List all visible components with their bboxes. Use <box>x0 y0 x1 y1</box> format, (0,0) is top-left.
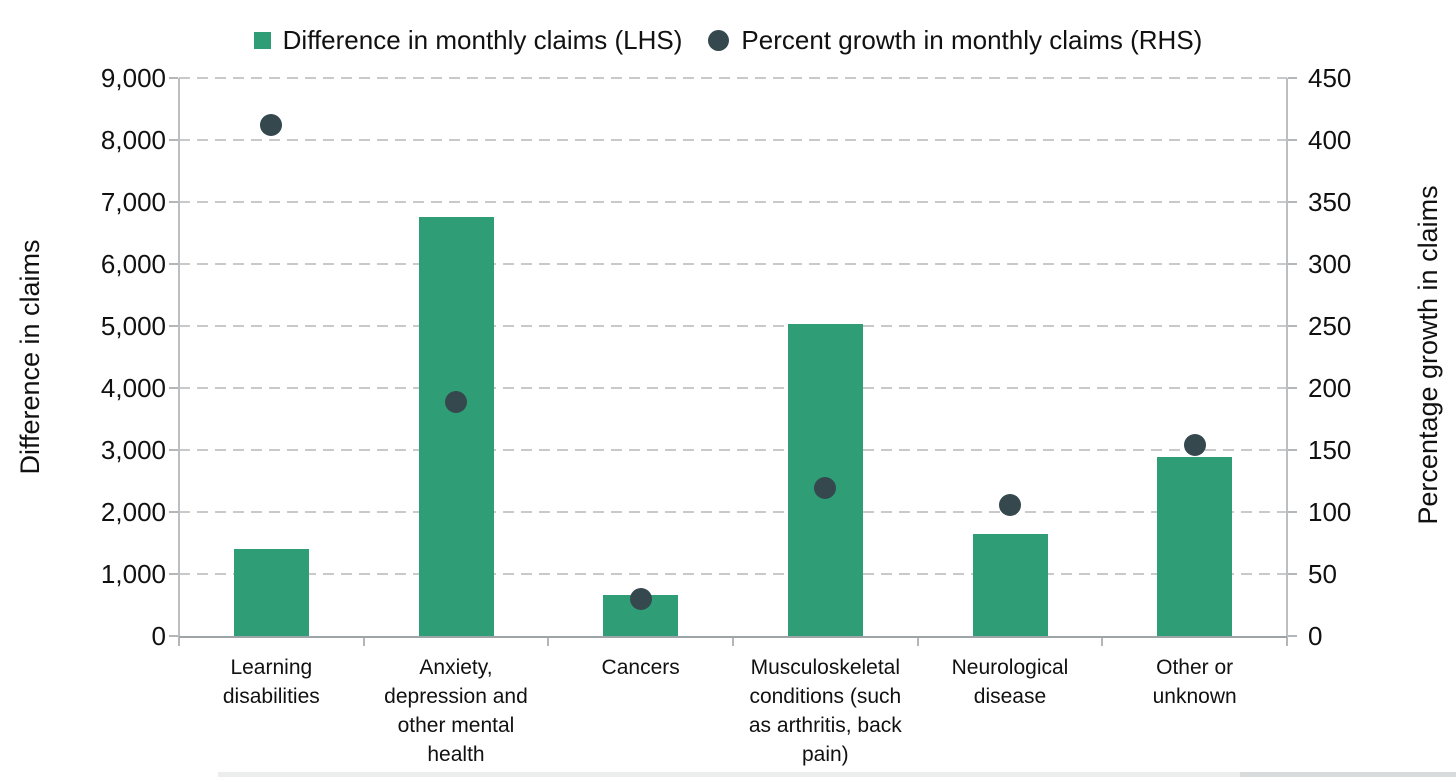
left-axis-tick <box>169 511 178 513</box>
y2-axis-tick-label: 300 <box>1308 249 1352 279</box>
right-axis-tick <box>1288 573 1297 575</box>
legend-square-marker <box>253 31 271 49</box>
gridline <box>179 139 1287 141</box>
legend-label-percent-growth: Percent growth in monthly claims (RHS) <box>741 25 1203 55</box>
y-axis-tick-label: 4,000 <box>100 373 166 403</box>
gridline <box>179 387 1287 389</box>
left-axis-tick <box>169 449 178 451</box>
y2-axis-tick-label: 150 <box>1308 435 1352 465</box>
x-axis-tick <box>178 638 180 646</box>
y2-axis-tick-label: 400 <box>1308 125 1352 155</box>
y-axis-tick-label: 7,000 <box>100 187 166 217</box>
left-axis-tick <box>169 573 178 575</box>
gridline <box>179 201 1287 203</box>
gridline <box>179 449 1287 451</box>
x-axis-tick <box>1101 638 1104 646</box>
right-axis-tick <box>1288 139 1297 141</box>
left-axis-line <box>178 78 180 644</box>
right-axis-line <box>1286 78 1288 644</box>
y2-axis-tick-label: 250 <box>1308 311 1352 341</box>
bar-difference-in-claims <box>418 216 494 636</box>
y-axis-tick-label: 6,000 <box>100 249 166 279</box>
left-axis-tick <box>169 635 178 637</box>
right-axis-title: Percentage growth in claims <box>1413 185 1443 525</box>
y-axis-tick-label: 1,000 <box>100 559 166 589</box>
y2-axis-tick-label: 450 <box>1308 63 1352 93</box>
y-axis-tick-label: 0 <box>151 621 166 651</box>
gridline <box>179 573 1287 575</box>
bar-difference-in-claims <box>233 549 309 636</box>
point-percent-growth <box>260 114 283 137</box>
right-axis-tick <box>1288 511 1297 513</box>
right-axis-tick <box>1288 387 1297 389</box>
left-axis-tick <box>169 263 178 265</box>
x-axis-line <box>179 636 1287 638</box>
x-axis-category-label: Neurological disease <box>951 656 1069 708</box>
legend-item-difference: Difference in monthly claims (LHS) <box>253 20 683 60</box>
y-axis-tick-label: 3,000 <box>100 435 166 465</box>
point-percent-growth <box>814 477 837 500</box>
x-axis-category-label: Learning disabilities <box>222 656 320 708</box>
x-axis-category-label: Other or unknown <box>1152 656 1237 708</box>
point-percent-growth <box>999 493 1021 516</box>
right-axis-tick <box>1288 263 1297 265</box>
point-percent-growth <box>1183 434 1206 457</box>
bottom-edge-strip <box>218 772 1456 777</box>
right-axis-tick <box>1288 77 1297 79</box>
left-axis-tick <box>169 77 178 79</box>
bar-difference-in-claims <box>1157 456 1233 636</box>
x-axis-category-label: Anxiety, depression and other mental hea… <box>384 656 528 766</box>
legend-label-difference: Difference in monthly claims (LHS) <box>282 25 683 55</box>
x-axis-tick <box>732 638 734 646</box>
y2-axis-tick-label: 200 <box>1308 373 1352 403</box>
x-axis-tick <box>547 638 550 646</box>
bar-difference-in-claims <box>972 533 1048 636</box>
legend-circle-marker <box>708 29 730 51</box>
left-axis-tick <box>169 325 178 327</box>
y-axis-tick-label: 9,000 <box>100 63 166 93</box>
point-percent-growth <box>445 390 467 413</box>
right-axis-tick <box>1288 449 1297 451</box>
x-axis-tick <box>362 638 365 646</box>
y2-axis-tick-label: 0 <box>1308 621 1323 651</box>
right-axis-tick <box>1288 325 1297 327</box>
legend-item-percent-growth: Percent growth in monthly claims (RHS) <box>708 20 1202 60</box>
x-axis-tick <box>916 638 919 646</box>
x-axis-category-label: Cancers <box>601 656 680 679</box>
gridline <box>179 325 1287 327</box>
y-axis-tick-label: 5,000 <box>100 311 166 341</box>
right-axis-tick <box>1288 635 1297 637</box>
chart-legend: Difference in monthly claims (LHS) Perce… <box>0 20 1456 60</box>
point-percent-growth <box>629 587 652 610</box>
gridline <box>179 511 1287 513</box>
left-axis-tick <box>169 387 178 389</box>
left-axis-tick <box>169 201 178 203</box>
gridline <box>179 77 1287 79</box>
y-axis-tick-label: 2,000 <box>100 497 166 527</box>
y-axis-tick-label: 8,000 <box>100 125 166 155</box>
bottom-edge-strip-dark <box>1240 772 1456 777</box>
left-axis-tick <box>169 139 178 141</box>
y2-axis-tick-label: 50 <box>1308 559 1337 589</box>
gridline <box>179 263 1287 265</box>
right-axis-tick <box>1288 201 1297 203</box>
x-axis-category-label: Musculoskeletal conditions (such as arth… <box>748 656 902 766</box>
y2-axis-tick-label: 100 <box>1308 497 1352 527</box>
y2-axis-tick-label: 350 <box>1308 187 1352 217</box>
x-axis-tick <box>1286 638 1288 646</box>
